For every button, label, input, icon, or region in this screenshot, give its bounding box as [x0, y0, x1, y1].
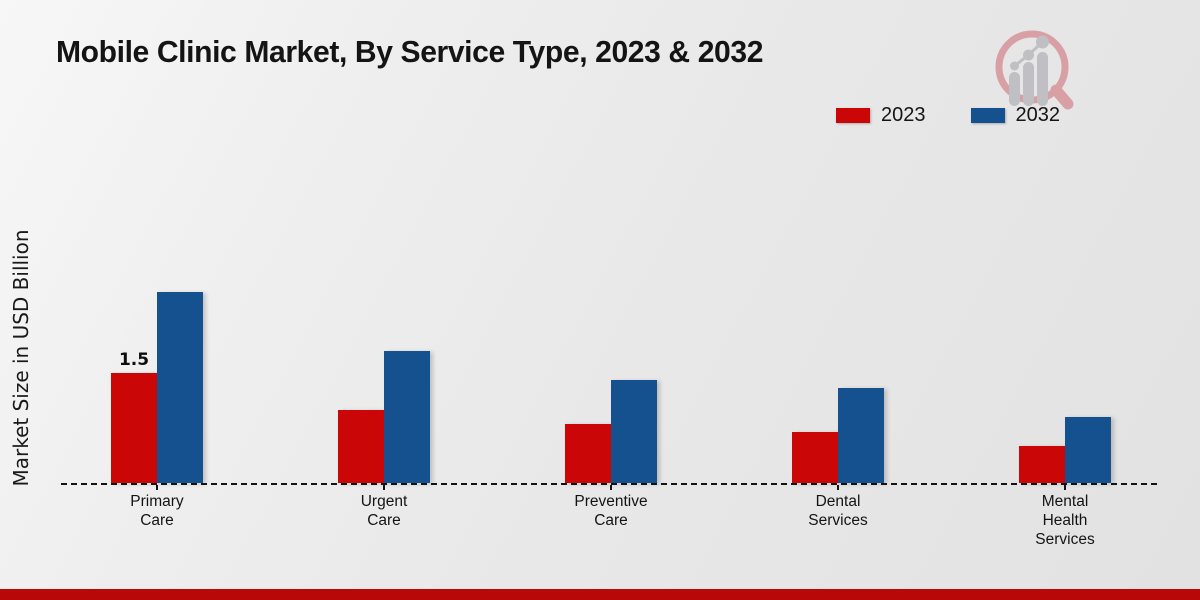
- bar-2032-urgent-care: [384, 351, 430, 483]
- bar-2032-primary-care: [157, 292, 203, 483]
- bar-2023-dental-services: [792, 432, 838, 483]
- bar-2032-mental-health-services: [1065, 417, 1111, 483]
- x-axis-tick: [1064, 485, 1066, 490]
- bar-2023-preventive-care: [565, 424, 611, 483]
- legend-label-2032: 2032: [1015, 104, 1061, 126]
- legend-swatch-2023: [836, 108, 870, 123]
- x-axis-tick: [610, 485, 612, 490]
- category-label-dental-services: Dental Services: [808, 493, 868, 529]
- x-axis-tick: [383, 485, 385, 490]
- brand-watermark-logo: [995, 30, 1074, 110]
- logo-trend-icon: [1010, 35, 1049, 71]
- bar-2023-mental-health-services: [1019, 446, 1065, 483]
- bar-2023-urgent-care: [338, 410, 384, 483]
- category-label-mental-health-services: Mental Health Services: [1035, 493, 1095, 548]
- magnifier-handle-icon: [1050, 84, 1074, 110]
- x-axis-tick: [156, 485, 158, 490]
- category-label-primary-care: Primary Care: [130, 493, 184, 529]
- data-label-2023: 1.5: [118, 350, 150, 370]
- legend-swatch-2032: [970, 108, 1005, 123]
- category-label-urgent-care: Urgent Care: [360, 493, 408, 529]
- x-axis-tick: [837, 485, 839, 490]
- footer-accent-bar: [0, 589, 1200, 600]
- category-label-preventive-care: Preventive Care: [574, 493, 648, 529]
- chart-title: Mobile Clinic Market, By Service Type, 2…: [56, 34, 764, 69]
- bar-2032-dental-services: [838, 388, 884, 483]
- logo-bars-icon: [1009, 52, 1048, 106]
- y-axis-label: Market Size in USD Billion: [9, 229, 33, 487]
- bar-2032-preventive-care: [611, 380, 657, 483]
- bar-2023-primary-care: [111, 373, 157, 483]
- legend: 2023 2032: [836, 104, 1060, 127]
- legend-item-2023: 2023: [836, 104, 926, 127]
- legend-label-2023: 2023: [881, 104, 926, 126]
- x-axis-baseline: [61, 483, 1157, 485]
- legend-item-2032: 2032: [970, 104, 1061, 127]
